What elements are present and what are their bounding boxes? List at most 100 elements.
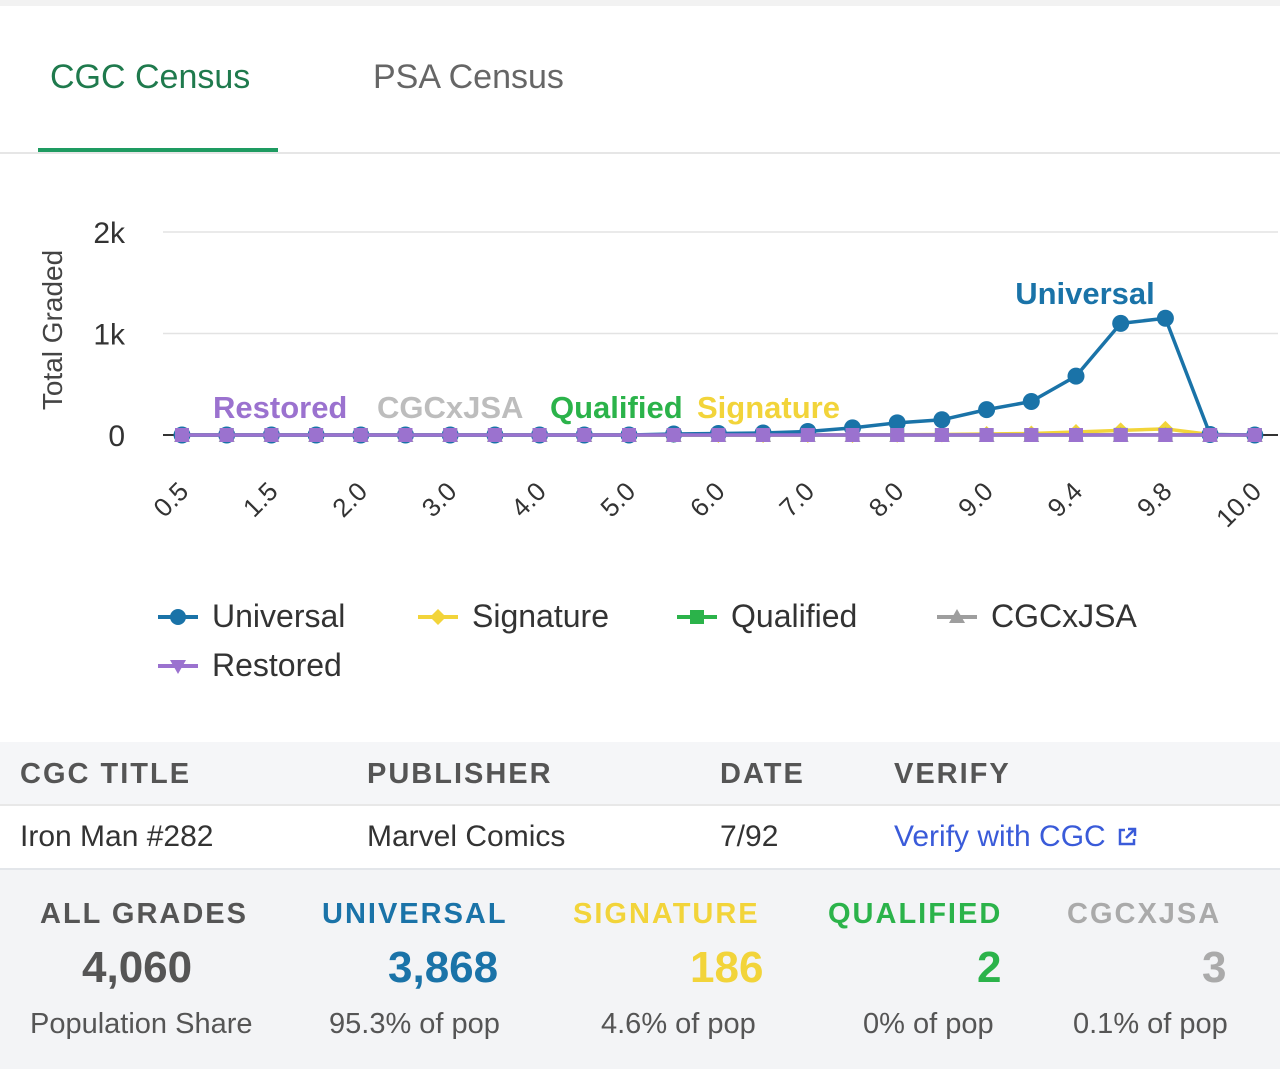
legend-item-qualified[interactable]: Qualified bbox=[677, 598, 857, 635]
legend-label: Universal bbox=[212, 598, 346, 634]
legend-item-universal[interactable]: Universal bbox=[158, 598, 345, 635]
restored-data-point bbox=[1247, 428, 1262, 442]
restored-data-point bbox=[577, 428, 592, 442]
census-tabs: CGC Census PSA Census bbox=[0, 6, 1280, 154]
legend-item-restored[interactable]: Restored bbox=[158, 647, 342, 684]
comic-title: Iron Man #282 bbox=[20, 820, 214, 853]
restored-data-point bbox=[756, 428, 771, 442]
restored-data-point bbox=[934, 428, 949, 442]
universal-data-point bbox=[1022, 393, 1040, 411]
stat-sub-universal: 95.3% of pop bbox=[329, 1008, 500, 1040]
x-tick-label: 9.0 bbox=[952, 476, 999, 523]
y-tick-label: 1k bbox=[93, 319, 126, 352]
restored-data-point bbox=[666, 428, 681, 442]
stat-sub-cgcxjsa: 0.1% of pop bbox=[1073, 1008, 1228, 1040]
legend-item-signature[interactable]: Signature bbox=[418, 598, 609, 635]
restored-data-point bbox=[622, 428, 636, 442]
stat-label-qualified: QUALIFIED bbox=[828, 898, 1003, 930]
cgcxjsa-marker-icon bbox=[937, 608, 977, 623]
x-tick-label: 10.0 bbox=[1210, 476, 1267, 533]
restored-data-point bbox=[1069, 428, 1083, 442]
y-tick-label: 0 bbox=[108, 420, 125, 453]
series-label-cgcxjsa: CGCxJSA bbox=[377, 390, 523, 425]
restored-data-point bbox=[1024, 428, 1039, 442]
universal-data-point bbox=[888, 414, 906, 432]
x-tick-label: 5.0 bbox=[594, 476, 641, 523]
restored-data-point bbox=[309, 428, 324, 442]
universal-data-point bbox=[1112, 314, 1130, 332]
restored-data-point bbox=[443, 428, 458, 442]
stat-label-all-grades: ALL GRADES bbox=[40, 898, 248, 930]
x-tick-label: 3.0 bbox=[416, 476, 463, 523]
series-label-signature: Signature bbox=[697, 390, 840, 425]
x-tick-label: 9.4 bbox=[1041, 476, 1088, 523]
verify-link-label: Verify with CGC bbox=[894, 820, 1106, 853]
stat-label-signature: SIGNATURE bbox=[573, 898, 760, 930]
x-tick-label: 2.0 bbox=[326, 476, 373, 523]
restored-data-point bbox=[353, 428, 368, 442]
stat-value-signature: 186 bbox=[690, 943, 764, 992]
restored-marker-icon bbox=[158, 659, 198, 674]
legend-label: Qualified bbox=[731, 598, 858, 634]
restored-data-point bbox=[890, 428, 905, 442]
tab-cgc-census[interactable]: CGC Census bbox=[50, 58, 251, 96]
external-link-icon bbox=[1118, 827, 1136, 846]
x-tick-label: 7.0 bbox=[773, 476, 820, 523]
x-tick-label: 1.5 bbox=[237, 476, 284, 523]
x-tick-label: 0.5 bbox=[147, 476, 194, 523]
chart-legend: Universal Signature Qualified CGCxJSA Re… bbox=[0, 590, 1280, 700]
x-tick-label: 4.0 bbox=[505, 476, 552, 523]
universal-data-point bbox=[1067, 367, 1085, 385]
restored-data-point bbox=[800, 428, 815, 442]
universal-data-point bbox=[1156, 309, 1174, 327]
universal-data-point bbox=[978, 401, 996, 419]
series-label-qualified: Qualified bbox=[550, 390, 683, 425]
active-tab-indicator bbox=[38, 148, 278, 152]
details-table-header: CGC TITLE PUBLISHER DATE VERIFY bbox=[0, 742, 1280, 806]
census-chart: 2k 1k 0 Total Graded 0.5 1.5 2.0 3.0 4.0 5.0 6.0 7.… bbox=[37, 217, 1278, 533]
restored-data-point bbox=[487, 428, 502, 442]
qualified-marker-icon bbox=[677, 609, 717, 624]
top-border bbox=[0, 0, 1280, 6]
restored-data-point bbox=[1158, 428, 1173, 442]
y-tick-label: 2k bbox=[93, 217, 126, 250]
stat-value-qualified: 2 bbox=[977, 943, 1002, 992]
header-date: DATE bbox=[720, 758, 805, 790]
legend-label: Restored bbox=[212, 647, 342, 683]
x-tick-label: 6.0 bbox=[684, 476, 731, 523]
legend-label: Signature bbox=[472, 598, 609, 634]
restored-data-point bbox=[1113, 428, 1128, 442]
publisher-name: Marvel Comics bbox=[367, 820, 566, 853]
header-cgc-title: CGC TITLE bbox=[20, 758, 192, 790]
restored-data-point bbox=[264, 428, 279, 442]
x-tick-label: 9.8 bbox=[1131, 476, 1178, 523]
publish-date: 7/92 bbox=[720, 820, 779, 853]
stat-sub-signature: 4.6% of pop bbox=[601, 1008, 756, 1040]
legend-label: CGCxJSA bbox=[991, 598, 1137, 634]
population-stats: ALL GRADES 4,060 Population Share UNIVER… bbox=[0, 870, 1280, 1069]
universal-data-point bbox=[933, 411, 951, 429]
restored-data-point bbox=[175, 428, 189, 442]
tab-psa-census[interactable]: PSA Census bbox=[373, 58, 564, 96]
stat-sub-all-grades: Population Share bbox=[30, 1008, 253, 1040]
restored-data-point bbox=[532, 428, 547, 442]
signature-marker-icon bbox=[418, 608, 458, 625]
header-verify: VERIFY bbox=[894, 758, 1011, 790]
header-publisher: PUBLISHER bbox=[367, 758, 553, 790]
restored-data-point bbox=[398, 428, 413, 442]
stat-value-cgcxjsa: 3 bbox=[1202, 943, 1227, 992]
stat-value-all-grades: 4,060 bbox=[82, 943, 193, 992]
restored-data-point bbox=[1203, 428, 1218, 442]
stat-label-universal: UNIVERSAL bbox=[322, 898, 508, 930]
stat-label-cgcxjsa: CGCXJSA bbox=[1067, 898, 1222, 930]
series-label-restored: Restored bbox=[213, 390, 347, 425]
verify-with-cgc-link[interactable]: Verify with CGC bbox=[894, 820, 1138, 854]
universal-marker-icon bbox=[158, 608, 198, 625]
table-row: Iron Man #282 Marvel Comics 7/92 Verify … bbox=[0, 806, 1280, 870]
restored-data-point bbox=[845, 428, 860, 442]
restored-data-point bbox=[219, 428, 234, 442]
legend-item-cgcxjsa[interactable]: CGCxJSA bbox=[937, 598, 1137, 635]
restored-data-point bbox=[711, 428, 726, 442]
stat-value-universal: 3,868 bbox=[388, 943, 499, 992]
y-axis-label: Total Graded bbox=[37, 250, 68, 410]
